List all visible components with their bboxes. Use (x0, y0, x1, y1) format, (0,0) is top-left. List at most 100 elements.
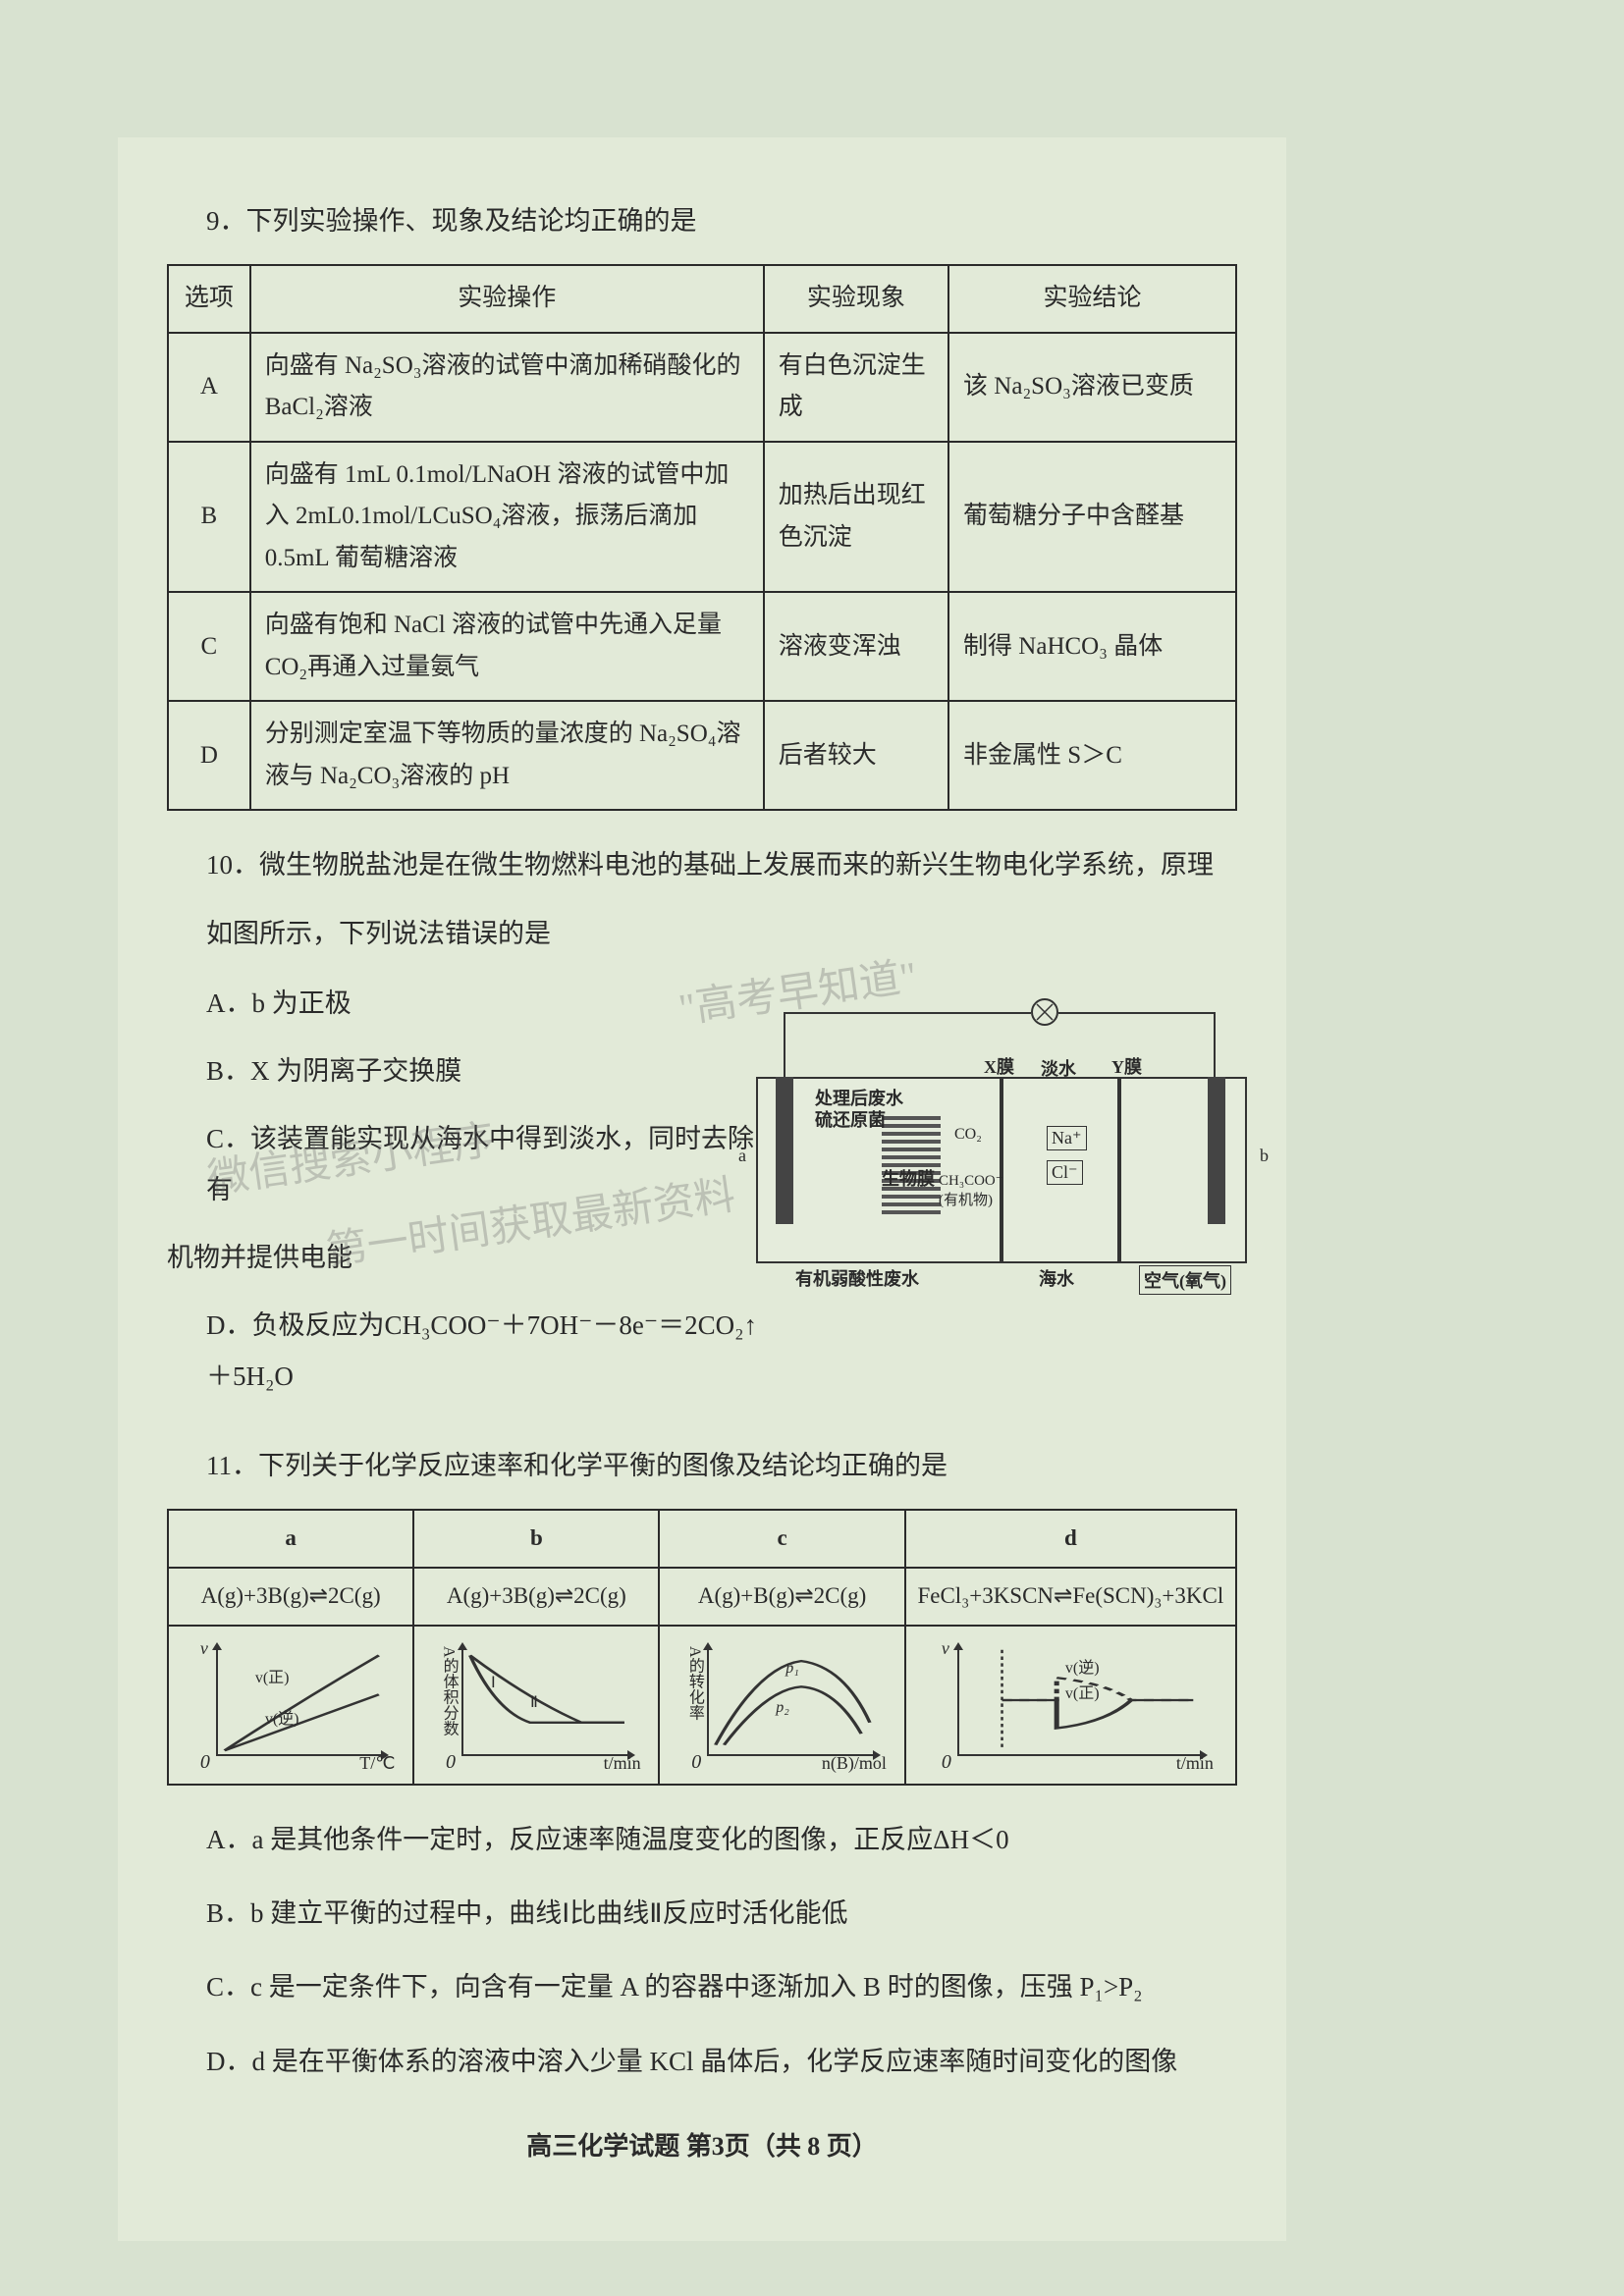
label-a: a (738, 1146, 746, 1166)
wire (784, 1012, 1031, 1014)
q11-col-a: a (168, 1510, 413, 1568)
line2-label: v(逆) (265, 1707, 299, 1733)
table-row: A 向盛有 Na₂SO₃溶液的试管中滴加稀硝酸化的 BaCl₂溶液 有白色沉淀生… (168, 333, 1236, 442)
wire (1214, 1012, 1216, 1077)
conclusion-cell: 该 Na₂SO₃溶液已变质 (948, 333, 1236, 442)
q10-opt-c2: 机物并提供电能 (167, 1233, 766, 1283)
line1-label: v(正) (255, 1666, 290, 1691)
q10-opt-d: D．负极反应为CH₃COO⁻＋7OH⁻－8e⁻＝2CO₂↑＋5H₂O (206, 1301, 766, 1402)
chart-a: v 0 T/℃ v(正) v(逆) (168, 1626, 413, 1785)
q10-stem1: 10．微生物脱盐池是在微生物燃料电池的基础上发展而来的新兴生物电化学系统，原理 (206, 840, 1237, 890)
q11-opt-b: B．b 建立平衡的过程中，曲线Ⅰ比曲线Ⅱ反应时活化能低 (206, 1889, 1237, 1939)
label-b: b (1260, 1146, 1269, 1166)
diagram-container: a b X膜 Y膜 淡水 处理后废水 硫还原菌 生物膜 CH₃COO⁻ (有机物… (756, 1018, 1247, 1303)
label-co2: CO₂ (954, 1126, 982, 1144)
table-row: D 分别测定室温下等物质的量浓度的 Na₂SO₄溶液与 Na₂CO₃溶液的 pH… (168, 701, 1236, 810)
q10-opt-b: B．X 为阴离子交换膜 (206, 1046, 766, 1096)
label-xmembrane: X膜 (984, 1053, 1014, 1079)
line2-label: Ⅱ (530, 1690, 538, 1716)
q11-stem: 11．下列关于化学反应速率和化学平衡的图像及结论均正确的是 (206, 1441, 1237, 1491)
label-air: 空气(氧气) (1139, 1265, 1231, 1295)
table-row: B 向盛有 1mL 0.1mol/LNaOH 溶液的试管中加入 2mL0.1mo… (168, 442, 1236, 593)
label-organic: (有机物) (939, 1189, 993, 1209)
label-ymembrane: Y膜 (1111, 1053, 1142, 1079)
eq-d: FeCl₃+3KSCN⇌Fe(SCN)₃+3KCl (905, 1568, 1236, 1626)
opt-cell: C (168, 592, 250, 701)
ylabel: v (200, 1634, 208, 1663)
label-seawater: 海水 (1039, 1265, 1074, 1291)
q10-options: A．b 为正极 B．X 为阴离子交换膜 C．该装置能实现从海水中得到淡水，同时去… (167, 979, 766, 1402)
line1-label: v(逆) (1065, 1656, 1100, 1682)
label-biofilm: 生物膜 (882, 1165, 935, 1191)
operation-cell: 向盛有饱和 NaCl 溶液的试管中先通入足量 CO₂再通入过量氨气 (250, 592, 764, 701)
q11-col-c: c (659, 1510, 904, 1568)
table-header-row: 选项 实验操作 实验现象 实验结论 (168, 265, 1236, 333)
line1-label: Ⅰ (491, 1671, 496, 1696)
eq-a: A(g)+3B(g)⇌2C(g) (168, 1568, 413, 1626)
conclusion-cell: 非金属性 S＞C (948, 701, 1236, 810)
q11-col-d: d (905, 1510, 1236, 1568)
q9-table: 选项 实验操作 实验现象 实验结论 A 向盛有 Na₂SO₃溶液的试管中滴加稀硝… (167, 264, 1237, 811)
label-na: Na⁺ (1047, 1126, 1087, 1150)
origin: 0 (942, 1746, 951, 1778)
origin: 0 (200, 1746, 210, 1778)
q11-opt-a: A．a 是其他条件一定时，反应速率随温度变化的图像，正反应ΔH＜0 (206, 1815, 1237, 1865)
eq-c: A(g)+B(g)⇌2C(g) (659, 1568, 904, 1626)
phenomenon-cell: 后者较大 (764, 701, 948, 810)
conclusion-cell: 葡萄糖分子中含醛基 (948, 442, 1236, 593)
chart-c: A的转化率 0 n(B)/mol p₁ p₂ (659, 1626, 904, 1785)
q10-opt-c: C．该装置能实现从海水中得到淡水，同时去除有 (206, 1114, 766, 1215)
label-sulfur: 硫还原菌 (815, 1106, 886, 1132)
header-operation: 实验操作 (250, 265, 764, 333)
line1-label: p₁ (785, 1656, 799, 1682)
electrode-a (776, 1077, 793, 1224)
origin: 0 (446, 1746, 456, 1778)
q11-eq-row: A(g)+3B(g)⇌2C(g) A(g)+3B(g)⇌2C(g) A(g)+B… (168, 1568, 1236, 1626)
q11-header-row: a b c d (168, 1510, 1236, 1568)
right-chamber (1119, 1077, 1247, 1263)
q9-stem: 9．下列实验操作、现象及结论均正确的是 (206, 196, 1237, 246)
label-cl: Cl⁻ (1047, 1160, 1083, 1185)
electrode-b (1208, 1077, 1225, 1224)
page-footer: 高三化学试题 第3页（共 8 页） (167, 2126, 1237, 2163)
operation-cell: 向盛有 Na₂SO₃溶液的试管中滴加稀硝酸化的 BaCl₂溶液 (250, 333, 764, 442)
q11-opt-c: C．c 是一定条件下，向含有一定量 A 的容器中逐渐加入 B 时的图像，压强 P… (206, 1962, 1237, 2012)
label-freshwater: 淡水 (1041, 1055, 1076, 1081)
chart-d: v 0 t/min v(逆) v(正) (905, 1626, 1236, 1785)
table-row: C 向盛有饱和 NaCl 溶液的试管中先通入足量 CO₂再通入过量氨气 溶液变浑… (168, 592, 1236, 701)
eq-b: A(g)+3B(g)⇌2C(g) (413, 1568, 659, 1626)
label-chcoo: CH₃COO⁻ (939, 1171, 1003, 1190)
q11-options: A．a 是其他条件一定时，反应速率随温度变化的图像，正反应ΔH＜0 B．b 建立… (167, 1815, 1237, 2087)
q11-chart-row: v 0 T/℃ v(正) v(逆) A的体积分数 0 t/min (168, 1626, 1236, 1785)
page-content: 9．下列实验操作、现象及结论均正确的是 选项 实验操作 实验现象 实验结论 A … (118, 137, 1286, 2241)
ylabel: A的转化率 (681, 1646, 707, 1721)
line2-label: p₂ (776, 1695, 789, 1721)
line2-label: v(正) (1065, 1682, 1100, 1707)
header-opt: 选项 (168, 265, 250, 333)
chart-b: A的体积分数 0 t/min Ⅰ Ⅱ (413, 1626, 659, 1785)
q10-wrap: A．b 为正极 B．X 为阴离子交换膜 C．该装置能实现从海水中得到淡水，同时去… (167, 979, 1237, 1402)
q10-stem2: 如图所示，下列说法错误的是 (206, 909, 1237, 959)
opt-cell: D (168, 701, 250, 810)
operation-cell: 分别测定室温下等物质的量浓度的 Na₂SO₄溶液与 Na₂CO₃溶液的 pH (250, 701, 764, 810)
header-conclusion: 实验结论 (948, 265, 1236, 333)
origin: 0 (691, 1746, 701, 1778)
opt-cell: A (168, 333, 250, 442)
ylabel: v (942, 1634, 949, 1663)
ylabel: A的体积分数 (436, 1646, 461, 1736)
label-organic-waste: 有机弱酸性废水 (795, 1265, 919, 1291)
wire (784, 1012, 785, 1077)
wire (1058, 1012, 1216, 1014)
q11-opt-d: D．d 是在平衡体系的溶液中溶入少量 KCl 晶体后，化学反应速率随时间变化的图… (206, 2037, 1237, 2087)
header-phenomenon: 实验现象 (764, 265, 948, 333)
operation-cell: 向盛有 1mL 0.1mol/LNaOH 溶液的试管中加入 2mL0.1mol/… (250, 442, 764, 593)
bulb-icon (1031, 998, 1058, 1026)
conclusion-cell: 制得 NaHCO₃ 晶体 (948, 592, 1236, 701)
q10-opt-a: A．b 为正极 (206, 979, 766, 1029)
opt-cell: B (168, 442, 250, 593)
phenomenon-cell: 加热后出现红色沉淀 (764, 442, 948, 593)
phenomenon-cell: 有白色沉淀生成 (764, 333, 948, 442)
q11-table: a b c d A(g)+3B(g)⇌2C(g) A(g)+3B(g)⇌2C(g… (167, 1509, 1237, 1786)
q10-diagram: a b X膜 Y膜 淡水 处理后废水 硫还原菌 生物膜 CH₃COO⁻ (有机物… (756, 1018, 1247, 1303)
q11-col-b: b (413, 1510, 659, 1568)
